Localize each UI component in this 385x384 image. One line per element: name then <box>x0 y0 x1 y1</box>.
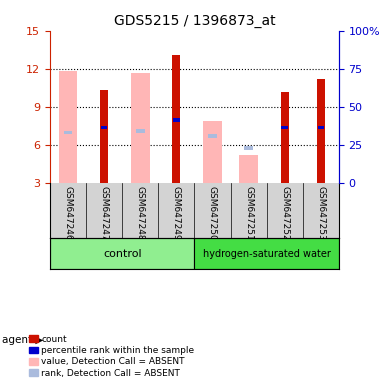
Bar <box>101 126 107 129</box>
Text: GSM647251: GSM647251 <box>244 186 253 241</box>
Bar <box>318 126 324 129</box>
Bar <box>194 238 339 269</box>
Bar <box>131 73 150 183</box>
Bar <box>173 118 180 121</box>
Bar <box>64 131 72 134</box>
Text: GSM647250: GSM647250 <box>208 186 217 241</box>
Legend: count, percentile rank within the sample, value, Detection Call = ABSENT, rank, : count, percentile rank within the sample… <box>28 333 196 379</box>
Bar <box>203 121 222 183</box>
Text: GSM647253: GSM647253 <box>316 186 325 241</box>
Text: GSM647248: GSM647248 <box>136 186 145 241</box>
Text: GSM647252: GSM647252 <box>280 186 289 241</box>
Bar <box>172 55 180 183</box>
Text: hydrogen-saturated water: hydrogen-saturated water <box>203 248 331 258</box>
Bar <box>317 79 325 183</box>
Text: GSM647249: GSM647249 <box>172 186 181 241</box>
Bar <box>50 238 194 269</box>
Title: GDS5215 / 1396873_at: GDS5215 / 1396873_at <box>114 14 275 28</box>
Bar <box>100 91 108 183</box>
Bar <box>244 146 253 149</box>
Bar <box>239 156 258 183</box>
Bar <box>136 129 145 133</box>
Text: GSM647246: GSM647246 <box>64 186 73 241</box>
Text: GSM647247: GSM647247 <box>100 186 109 241</box>
Bar <box>281 126 288 129</box>
Text: agent ▶: agent ▶ <box>2 335 43 345</box>
Text: control: control <box>103 248 142 258</box>
Bar <box>59 71 77 183</box>
Bar <box>281 92 289 183</box>
Bar <box>208 134 217 138</box>
